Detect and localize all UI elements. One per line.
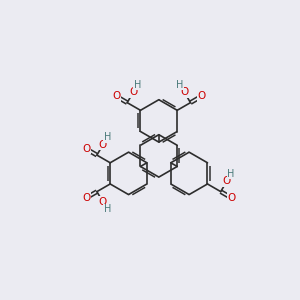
Text: O: O xyxy=(180,88,189,98)
Text: O: O xyxy=(223,176,231,186)
Text: O: O xyxy=(197,92,205,101)
Text: H: H xyxy=(103,132,111,142)
Text: O: O xyxy=(82,144,90,154)
Text: O: O xyxy=(99,197,107,207)
Text: H: H xyxy=(134,80,141,90)
Text: O: O xyxy=(227,193,236,203)
Text: O: O xyxy=(112,92,121,101)
Text: H: H xyxy=(103,205,111,214)
Text: O: O xyxy=(82,193,90,203)
Text: H: H xyxy=(176,80,184,90)
Text: O: O xyxy=(99,140,107,150)
Text: O: O xyxy=(129,88,137,98)
Text: H: H xyxy=(227,169,235,179)
